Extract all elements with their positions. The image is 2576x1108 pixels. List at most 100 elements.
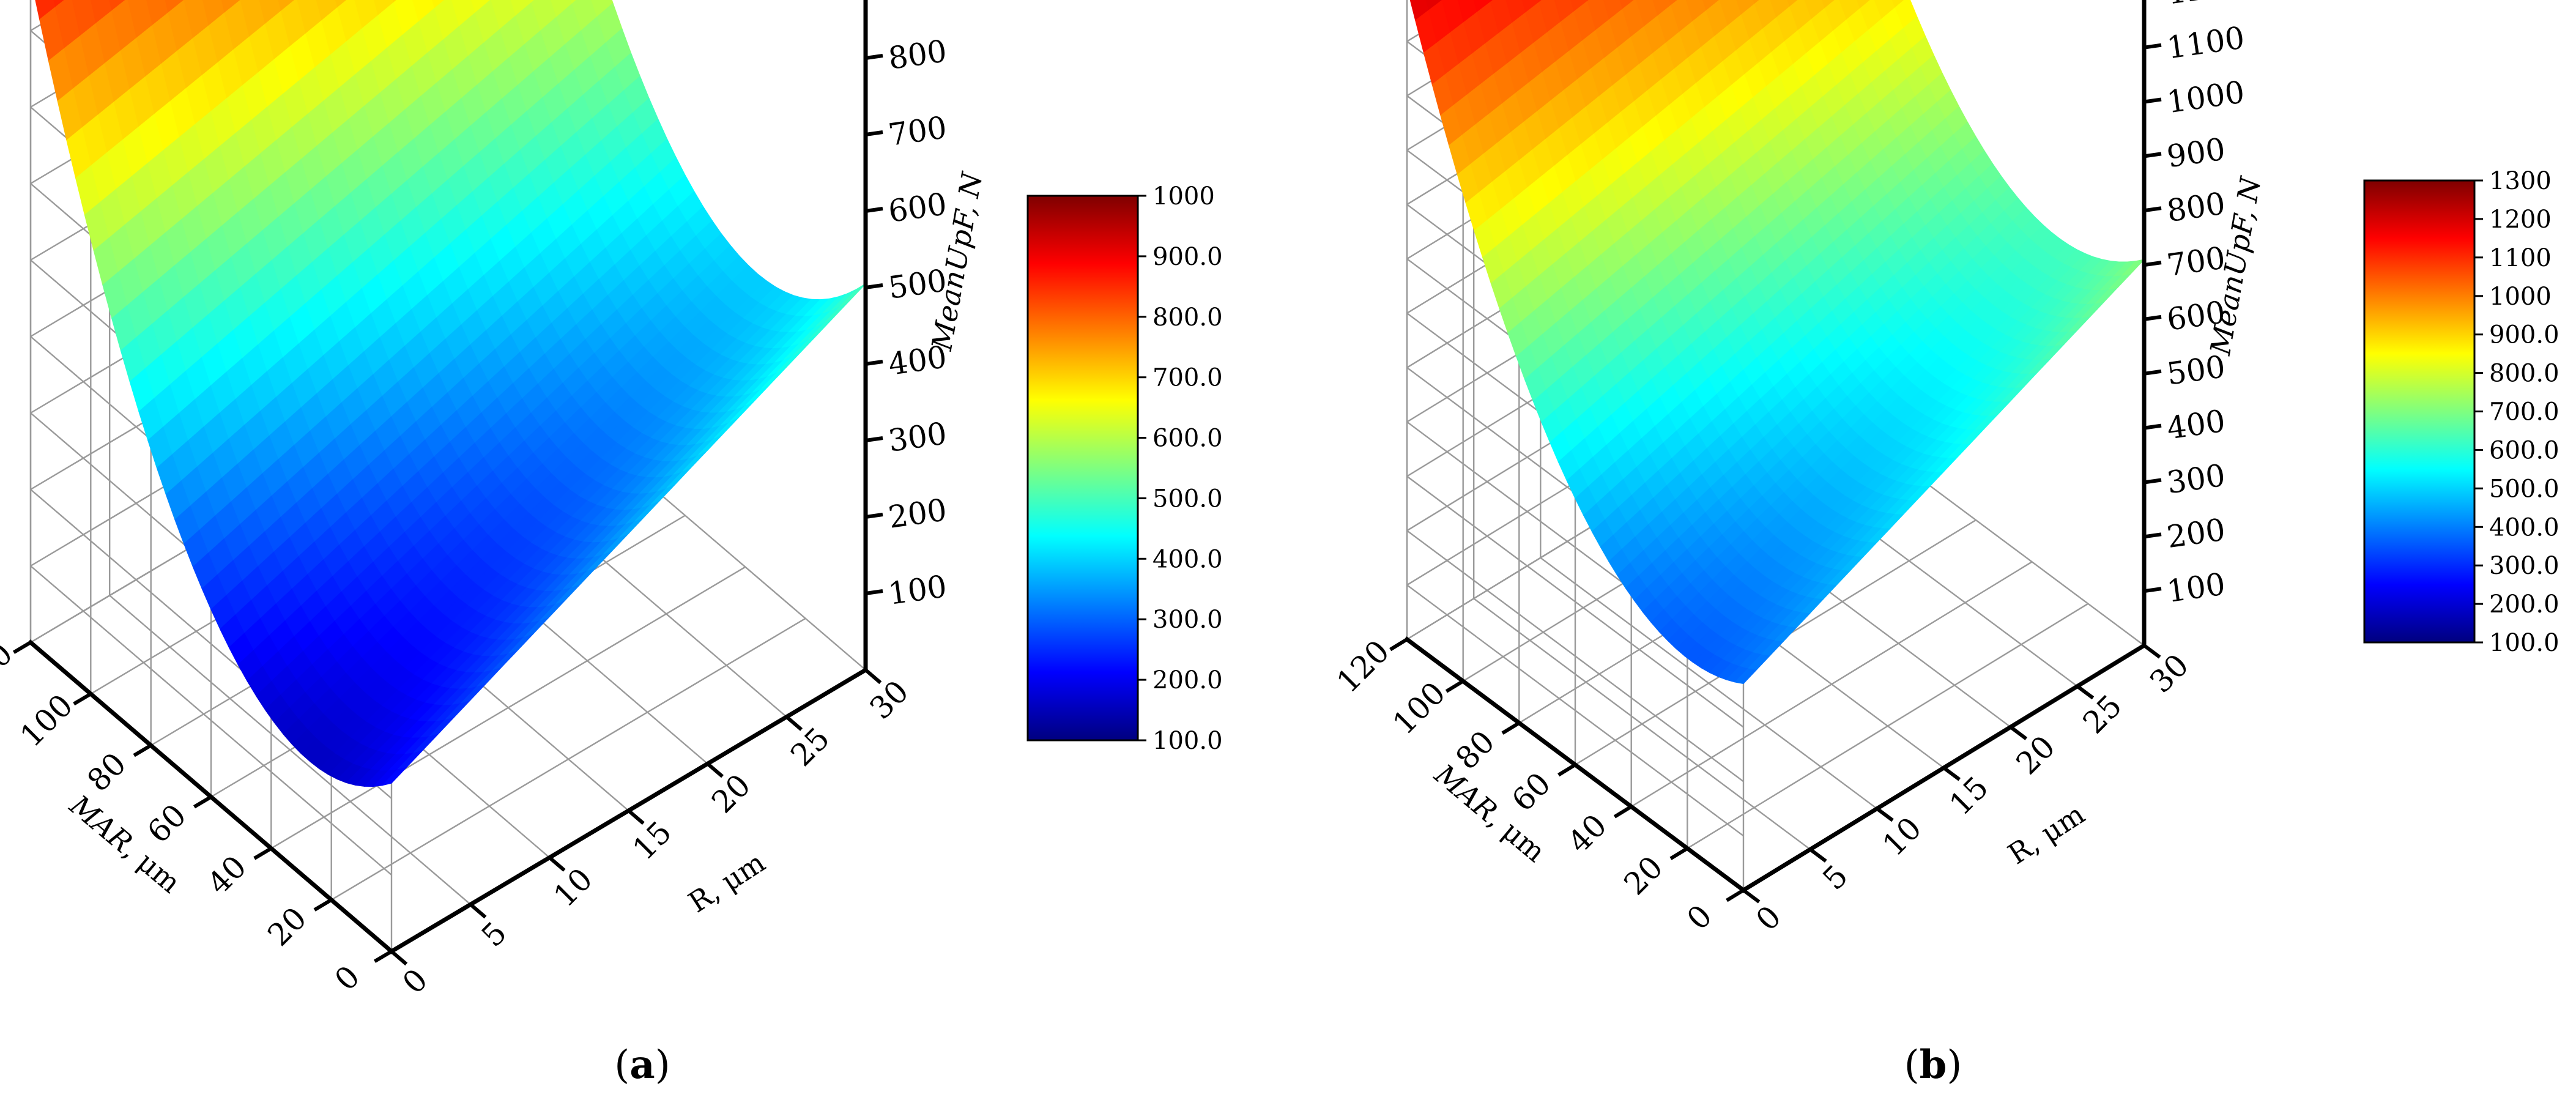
z-tick <box>865 207 883 213</box>
z-tick-label: 700 <box>886 110 949 153</box>
surface <box>35 0 866 787</box>
x-tick-label: 20 <box>1617 849 1670 902</box>
z-tick-label: 1100 <box>2165 20 2247 65</box>
x-tick-label: 100 <box>13 688 80 754</box>
colorbar-label: 200.0 <box>2489 590 2559 619</box>
colorbar: 1000 900.0 800.0 700.0 600.0 500.0 400.0 300.0 2… <box>1026 182 1223 755</box>
panel-caption-b: (b) <box>1904 1042 1962 1088</box>
y-tick <box>1742 888 1761 904</box>
y-tick <box>390 950 408 966</box>
z-tick <box>865 360 883 366</box>
z-tick <box>865 513 883 519</box>
panel-caption-b-letter: b <box>1920 1042 1947 1088</box>
z-tick <box>2144 261 2162 267</box>
z-tick-label: 200 <box>886 492 949 535</box>
colorbar-label: 800.0 <box>2489 360 2559 388</box>
colorbar-label: 700.0 <box>1153 364 1223 392</box>
x-tick <box>1613 805 1633 819</box>
y-tick <box>785 715 803 731</box>
x-tick <box>193 795 212 809</box>
z-tick <box>2144 478 2162 485</box>
x-tick <box>1445 679 1464 693</box>
y-tick-label: 10 <box>1876 810 1928 863</box>
y-tick-label: 15 <box>1943 770 1995 822</box>
surface-cell <box>840 283 866 307</box>
z-tick <box>2144 97 2162 104</box>
colorbar-label: 900.0 <box>1153 243 1223 271</box>
colorbar-label: 200.0 <box>1153 666 1223 694</box>
y-tick-label: 20 <box>2010 729 2062 781</box>
z-tick-label: 300 <box>2165 458 2228 501</box>
y-tick <box>706 762 724 778</box>
z-tick-label: 500 <box>886 262 949 306</box>
x-tick <box>1501 721 1520 735</box>
grid-line-left-z <box>1406 530 1744 783</box>
colorbar-label: 400.0 <box>1153 545 1223 573</box>
y-tick-label: 5 <box>1816 858 1855 897</box>
grid-line-floor-y <box>1540 557 1878 809</box>
y-tick <box>2009 725 2028 740</box>
surface-cell <box>432 0 445 9</box>
x-tick <box>1389 638 1408 652</box>
x-tick <box>133 743 152 757</box>
colorbar-label: 500.0 <box>2489 475 2559 503</box>
y-tick <box>548 856 566 872</box>
x-tick <box>373 950 393 963</box>
z-tick-label: 1000 <box>2165 74 2247 120</box>
z-tick <box>2144 369 2162 376</box>
y-tick-label: 30 <box>2143 647 2196 700</box>
x-tick <box>313 898 333 912</box>
x-tick-label: 100 <box>1386 675 1452 742</box>
colorbar-label: 1000 <box>1153 182 1215 210</box>
colorbar-label: 600.0 <box>1153 425 1223 453</box>
colorbar-label: 300.0 <box>2489 552 2559 580</box>
x-tick-label: 20 <box>261 901 313 953</box>
z-tick <box>865 130 883 136</box>
z-tick-label: 700 <box>2165 240 2228 283</box>
colorbar-label: 100.0 <box>2489 629 2559 657</box>
z-tick <box>2144 206 2162 213</box>
z-tick-label: 100 <box>886 568 949 612</box>
grid-line-left-z <box>1406 475 1744 728</box>
surface-cell <box>2121 259 2145 276</box>
grid-line-floor-y <box>1473 598 1811 850</box>
colorbar-label: 1000 <box>2489 283 2552 311</box>
x-tick <box>1726 888 1745 902</box>
z-tick-label: 1200 <box>2165 0 2247 12</box>
y-tick-label: 15 <box>626 814 678 867</box>
y-tick-label: 30 <box>863 674 916 726</box>
z-tick-label: 400 <box>2165 403 2228 447</box>
chart-panel-a: 0204060801001200510152025301002003004005… <box>0 0 1223 1001</box>
z-tick-label: 900 <box>2165 132 2228 175</box>
z-tick-label: 600 <box>886 186 949 229</box>
z-tick <box>2144 423 2162 430</box>
z-tick <box>865 589 883 595</box>
surface <box>1409 0 2145 685</box>
y-tick-label: 20 <box>705 767 757 820</box>
z-tick <box>2144 314 2162 321</box>
x-tick <box>253 847 272 860</box>
y-tick-label: 0 <box>396 962 435 1001</box>
z-tick-label: 200 <box>2165 511 2228 555</box>
colorbar: 1300 1200 1100 1000 900.0 800.0 700.0 600.0 500.… <box>2363 167 2559 657</box>
y-tick-label: 10 <box>547 861 599 914</box>
colorbar-label: 1200 <box>2489 206 2552 234</box>
x-tick <box>73 692 92 706</box>
x-tick-label: 120 <box>1330 633 1396 699</box>
x-tick-label: 40 <box>201 849 253 901</box>
colorbar-label: 700.0 <box>2489 398 2559 426</box>
colorbar-label: 500.0 <box>1153 485 1223 513</box>
panel-caption-a-letter: a <box>629 1042 655 1088</box>
y-tick <box>1809 847 1827 863</box>
z-tick <box>2144 587 2162 593</box>
colorbar-gradient <box>1026 195 1139 742</box>
z-tick-label: 800 <box>2165 185 2228 229</box>
y-tick-label: 0 <box>1749 899 1788 938</box>
y-tick <box>627 809 645 825</box>
z-tick-label: 100 <box>2165 566 2228 609</box>
z-tick-label: 500 <box>2165 349 2228 392</box>
chart-panel-b: 0204060801001200510152025301002003004005… <box>1330 0 2559 938</box>
y-tick-label: 25 <box>784 721 836 773</box>
z-tick <box>865 54 883 60</box>
z-tick-label: 600 <box>2165 294 2228 338</box>
